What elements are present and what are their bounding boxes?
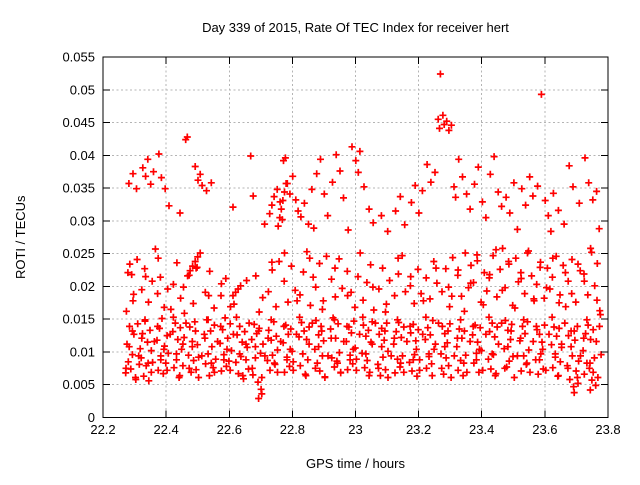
y-tick-label: 0.01 [70, 345, 95, 360]
y-tick-label: 0.025 [62, 246, 95, 261]
y-tick-label: 0.015 [62, 312, 95, 327]
x-tick-label: 23.4 [469, 422, 494, 437]
x-axis-label: GPS time / hours [306, 456, 405, 471]
y-tick-labels: 0 0.005 0.01 0.015 0.02 0.025 0.03 0.035 0.04 0.0… [62, 50, 95, 426]
y-tick-label: 0.055 [62, 50, 95, 65]
x-tick-label: 23 [348, 422, 362, 437]
y-tick-label: 0.005 [62, 377, 95, 392]
y-tick-label: 0.04 [70, 148, 95, 163]
x-tick-label: 23.6 [532, 422, 557, 437]
x-tick-label: 22.2 [90, 422, 115, 437]
data-points [122, 70, 605, 402]
chart-title: Day 339 of 2015, Rate Of TEC Index for r… [202, 20, 509, 35]
y-tick-label: 0.035 [62, 181, 95, 196]
y-tick-label: 0.02 [70, 279, 95, 294]
y-tick-label: 0.03 [70, 213, 95, 228]
y-axis-label: ROTI / TECUs [13, 195, 28, 279]
x-tick-label: 22.8 [280, 422, 305, 437]
y-tick-label: 0.05 [70, 82, 95, 97]
x-tick-label: 22.6 [217, 422, 242, 437]
grid-lines [103, 57, 608, 418]
x-tick-labels: 22.2 22.4 22.6 22.8 23 23.2 23.4 23.6 23.8 [90, 422, 620, 437]
x-tick-label: 23.8 [595, 422, 620, 437]
y-tick-label: 0 [88, 410, 95, 425]
y-tick-label: 0.045 [62, 115, 95, 130]
x-tick-label: 23.2 [406, 422, 431, 437]
plot-border [102, 56, 609, 419]
x-tick-label: 22.4 [153, 422, 178, 437]
